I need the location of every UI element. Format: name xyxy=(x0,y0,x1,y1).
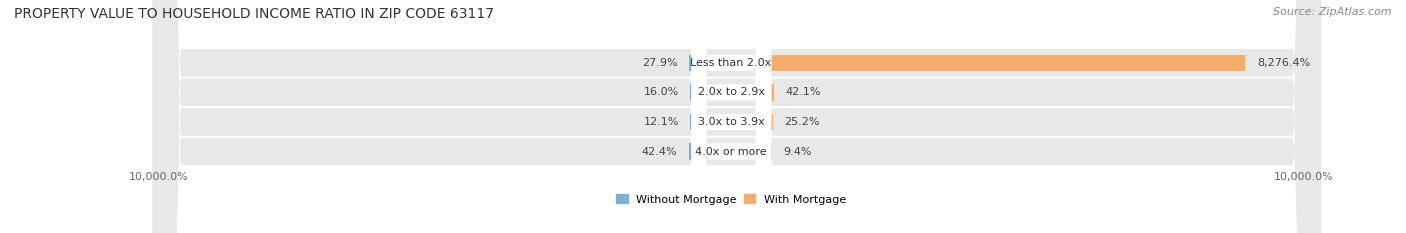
Bar xyxy=(689,143,690,160)
FancyBboxPatch shape xyxy=(690,0,772,233)
Bar xyxy=(772,84,773,100)
Text: Less than 2.0x: Less than 2.0x xyxy=(690,58,772,68)
Text: Source: ZipAtlas.com: Source: ZipAtlas.com xyxy=(1274,7,1392,17)
FancyBboxPatch shape xyxy=(690,0,772,233)
Text: PROPERTY VALUE TO HOUSEHOLD INCOME RATIO IN ZIP CODE 63117: PROPERTY VALUE TO HOUSEHOLD INCOME RATIO… xyxy=(14,7,494,21)
FancyBboxPatch shape xyxy=(153,0,1322,233)
Text: 27.9%: 27.9% xyxy=(643,58,678,68)
Bar xyxy=(772,55,1246,71)
Text: 42.1%: 42.1% xyxy=(785,87,821,97)
Text: 2.0x to 2.9x: 2.0x to 2.9x xyxy=(697,87,765,97)
FancyBboxPatch shape xyxy=(690,0,772,233)
Text: 12.1%: 12.1% xyxy=(644,117,679,127)
FancyBboxPatch shape xyxy=(153,0,1322,233)
Text: 3.0x to 3.9x: 3.0x to 3.9x xyxy=(697,117,765,127)
Text: 42.4%: 42.4% xyxy=(641,147,678,157)
FancyBboxPatch shape xyxy=(153,0,1322,233)
Text: 9.4%: 9.4% xyxy=(783,147,811,157)
Legend: Without Mortgage, With Mortgage: Without Mortgage, With Mortgage xyxy=(616,195,846,205)
Text: 8,276.4%: 8,276.4% xyxy=(1257,58,1310,68)
FancyBboxPatch shape xyxy=(153,0,1322,233)
Text: 25.2%: 25.2% xyxy=(785,117,820,127)
Text: 16.0%: 16.0% xyxy=(644,87,679,97)
FancyBboxPatch shape xyxy=(690,0,772,233)
Bar xyxy=(772,114,773,130)
Bar xyxy=(689,55,690,71)
Text: 4.0x or more: 4.0x or more xyxy=(696,147,766,157)
